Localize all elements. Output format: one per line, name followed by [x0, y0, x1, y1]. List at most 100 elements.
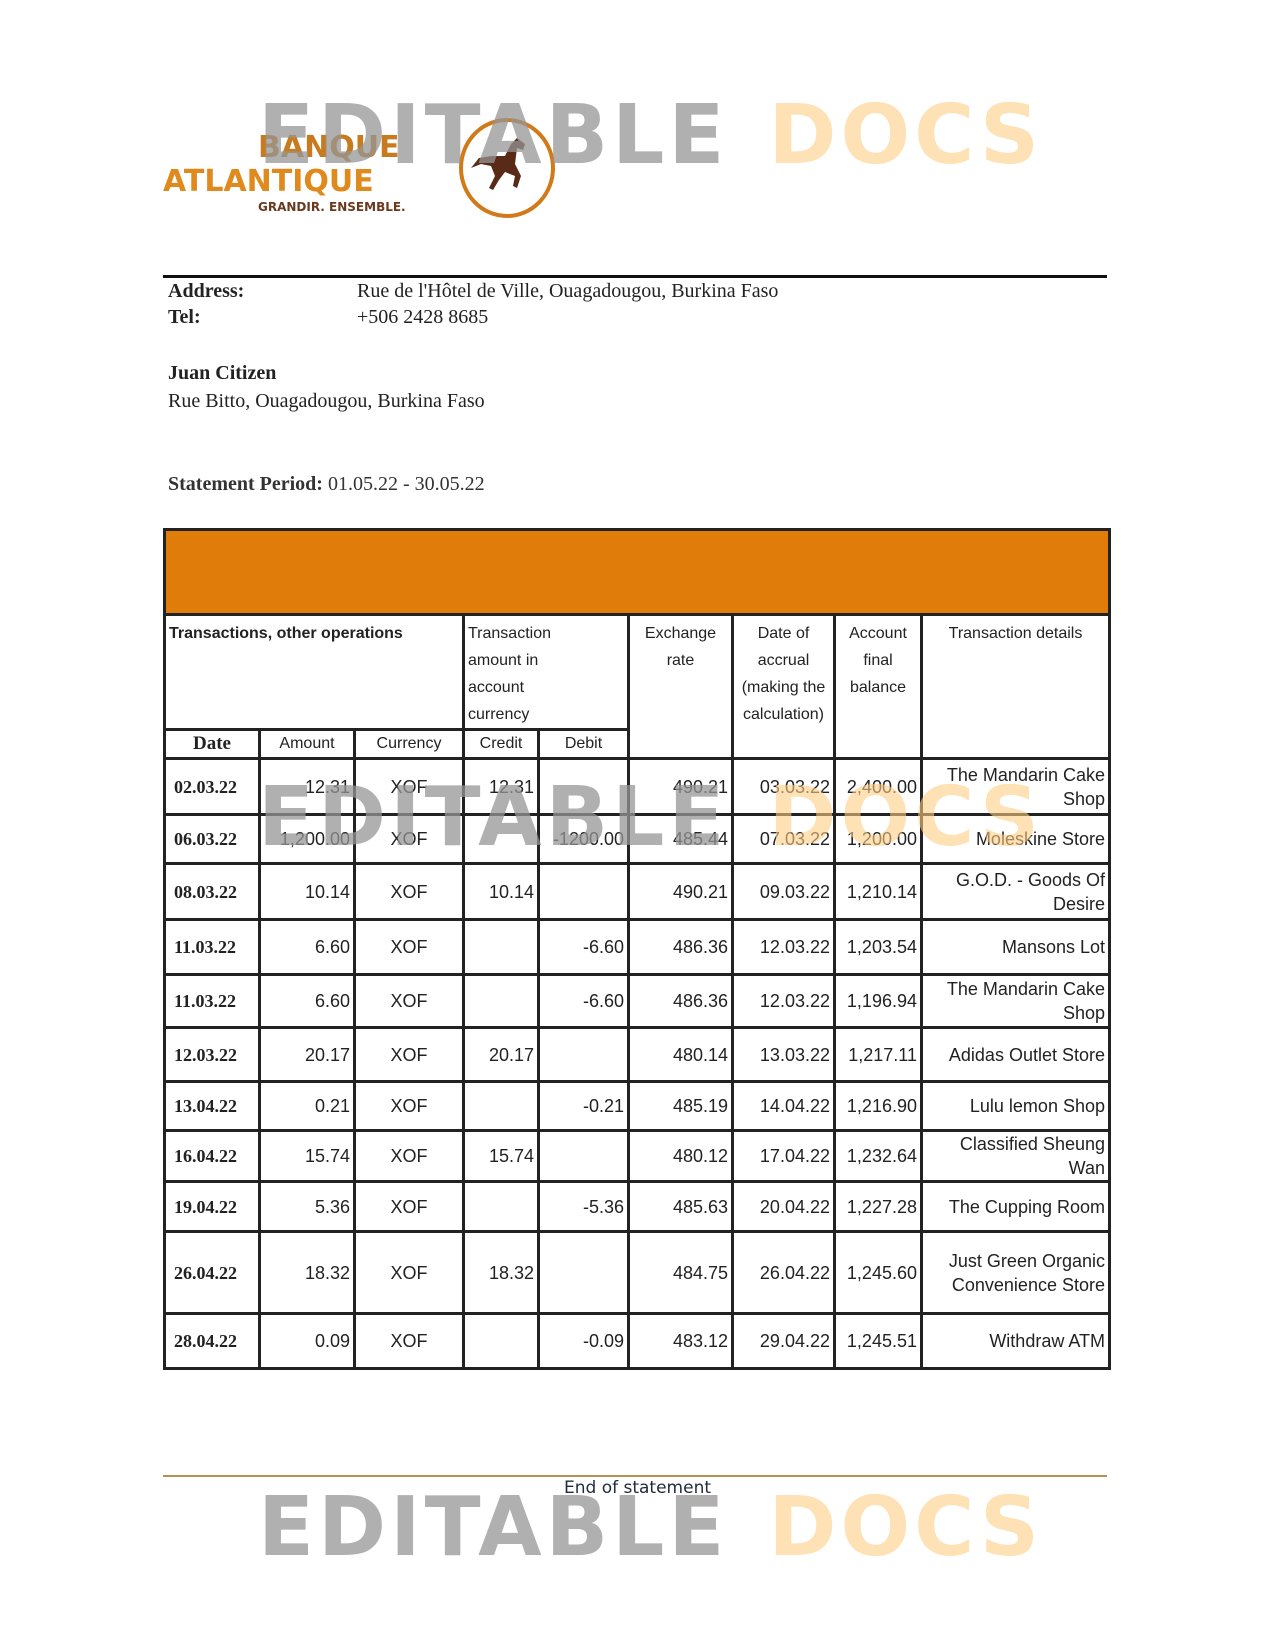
- cell-credit: [462, 1080, 540, 1132]
- cell-credit: 15.74: [462, 1129, 540, 1183]
- cell-credit: 12.31: [462, 757, 540, 816]
- header-final-balance: Account final balance: [833, 613, 923, 760]
- cell-accrual: 13.03.22: [731, 1026, 836, 1083]
- cell-balance: 1,245.60: [833, 1230, 923, 1315]
- table-row: 02.03.22 12.31 XOF 12.31 490.21 03.03.22 2,400…: [163, 757, 1111, 816]
- cell-rate: 485.19: [627, 1080, 734, 1132]
- bank-tel: +506 2428 8685: [357, 306, 489, 328]
- transactions-table: Transactions, other operations Transacti…: [163, 528, 1111, 1370]
- header-currency: Currency: [353, 728, 465, 760]
- cell-debit: [537, 1230, 630, 1315]
- cell-credit: [462, 918, 540, 976]
- cell-amount: 1,200.00: [258, 813, 356, 865]
- cell-details: G.O.D. - Goods Of Desire: [920, 862, 1111, 921]
- customer-address: Rue Bitto, Ouagadougou, Burkina Faso: [168, 390, 485, 412]
- table-row: 26.04.22 18.32 XOF 18.32 484.75 26.04.22 1,245…: [163, 1230, 1111, 1315]
- cell-currency: XOF: [353, 1312, 465, 1370]
- cell-currency: XOF: [353, 862, 465, 921]
- cell-rate: 480.14: [627, 1026, 734, 1083]
- header-credit: Credit: [462, 728, 540, 760]
- cell-currency: XOF: [353, 973, 465, 1029]
- cell-date: 11.03.22: [163, 918, 261, 976]
- table-row: 06.03.22 1,200.00 XOF -1200.00 485.44 07.03.2…: [163, 813, 1111, 865]
- cell-date: 16.04.22: [163, 1129, 261, 1183]
- cell-accrual: 14.04.22: [731, 1080, 836, 1132]
- cell-currency: XOF: [353, 918, 465, 976]
- cell-currency: XOF: [353, 1230, 465, 1315]
- header-transactions: Transactions, other operations: [163, 613, 465, 731]
- cell-amount: 0.21: [258, 1080, 356, 1132]
- cell-amount: 5.36: [258, 1180, 356, 1233]
- cell-details: Classified Sheung Wan: [920, 1129, 1111, 1183]
- cell-balance: 1,196.94: [833, 973, 923, 1029]
- end-of-statement: End of statement: [563, 1478, 712, 1498]
- cell-details: The Cupping Room: [920, 1180, 1111, 1233]
- cell-currency: XOF: [353, 757, 465, 816]
- cell-debit: -6.60: [537, 973, 630, 1029]
- cell-date: 19.04.22: [163, 1180, 261, 1233]
- cell-balance: 1,200.00: [833, 813, 923, 865]
- cell-details: Withdraw ATM: [920, 1312, 1111, 1370]
- cell-accrual: 20.04.22: [731, 1180, 836, 1233]
- cell-credit: [462, 973, 540, 1029]
- cell-credit: 18.32: [462, 1230, 540, 1315]
- table-row: 13.04.22 0.21 XOF -0.21 485.19 14.04.22 1,216.…: [163, 1080, 1111, 1132]
- cell-amount: 6.60: [258, 973, 356, 1029]
- bank-address: Rue de l'Hôtel de Ville, Ouagadougou, Bu…: [357, 280, 779, 302]
- table-row: 12.03.22 20.17 XOF 20.17 480.14 13.03.22 1,217…: [163, 1026, 1111, 1083]
- cell-credit: 20.17: [462, 1026, 540, 1083]
- cell-rate: 484.75: [627, 1230, 734, 1315]
- statement-period: Statement Period: 01.05.22 - 30.05.22: [168, 473, 485, 496]
- cell-amount: 12.31: [258, 757, 356, 816]
- header-band: [163, 528, 1111, 616]
- cell-credit: [462, 1312, 540, 1370]
- cell-amount: 6.60: [258, 918, 356, 976]
- cell-accrual: 17.04.22: [731, 1129, 836, 1183]
- table-row: 11.03.22 6.60 XOF -6.60 486.36 12.03.22 1,196.…: [163, 973, 1111, 1029]
- cell-rate: 486.36: [627, 973, 734, 1029]
- cell-currency: XOF: [353, 1080, 465, 1132]
- cell-amount: 15.74: [258, 1129, 356, 1183]
- cell-details: The Mandarin Cake Shop: [920, 757, 1111, 816]
- cell-debit: [537, 1026, 630, 1083]
- address-label: Address:: [168, 280, 245, 302]
- header-row: Transactions, other operations Transacti…: [163, 613, 1111, 760]
- cell-balance: 2,400.00: [833, 757, 923, 816]
- header-debit: Debit: [537, 728, 630, 760]
- cell-details: Mansons Lot: [920, 918, 1111, 976]
- cell-debit: -5.36: [537, 1180, 630, 1233]
- cell-debit: [537, 1129, 630, 1183]
- header-amount-group: Transaction amount in account currency: [462, 613, 630, 731]
- table-row: 19.04.22 5.36 XOF -5.36 485.63 20.04.22 1,227.…: [163, 1180, 1111, 1233]
- cell-date: 13.04.22: [163, 1080, 261, 1132]
- cell-accrual: 09.03.22: [731, 862, 836, 921]
- cell-amount: 10.14: [258, 862, 356, 921]
- cell-amount: 18.32: [258, 1230, 356, 1315]
- tel-label: Tel:: [168, 306, 201, 328]
- period-label: Statement Period:: [168, 473, 323, 495]
- cell-balance: 1,232.64: [833, 1129, 923, 1183]
- cell-rate: 486.36: [627, 918, 734, 976]
- table-row: 16.04.22 15.74 XOF 15.74 480.12 17.04.22 1,232…: [163, 1129, 1111, 1183]
- cell-date: 06.03.22: [163, 813, 261, 865]
- cell-currency: XOF: [353, 1180, 465, 1233]
- cell-details: Lulu lemon Shop: [920, 1080, 1111, 1132]
- table-row: 11.03.22 6.60 XOF -6.60 486.36 12.03.22 1,203.…: [163, 918, 1111, 976]
- cell-balance: 1,216.90: [833, 1080, 923, 1132]
- cell-date: 26.04.22: [163, 1230, 261, 1315]
- cell-debit: -6.60: [537, 918, 630, 976]
- logo-tagline: GRANDIR. ENSEMBLE.: [258, 200, 406, 214]
- cell-rate: 490.21: [627, 757, 734, 816]
- cell-debit: -0.21: [537, 1080, 630, 1132]
- cell-accrual: 29.04.22: [731, 1312, 836, 1370]
- cell-debit: [537, 862, 630, 921]
- cell-date: 08.03.22: [163, 862, 261, 921]
- cell-details: The Mandarin Cake Shop: [920, 973, 1111, 1029]
- cell-rate: 490.21: [627, 862, 734, 921]
- table-row: 28.04.22 0.09 XOF -0.09 483.12 29.04.22 1,245.…: [163, 1312, 1111, 1370]
- cell-balance: 1,227.28: [833, 1180, 923, 1233]
- logo-line1: BANQUE: [258, 130, 400, 165]
- cell-date: 11.03.22: [163, 973, 261, 1029]
- cell-currency: XOF: [353, 1026, 465, 1083]
- cell-balance: 1,217.11: [833, 1026, 923, 1083]
